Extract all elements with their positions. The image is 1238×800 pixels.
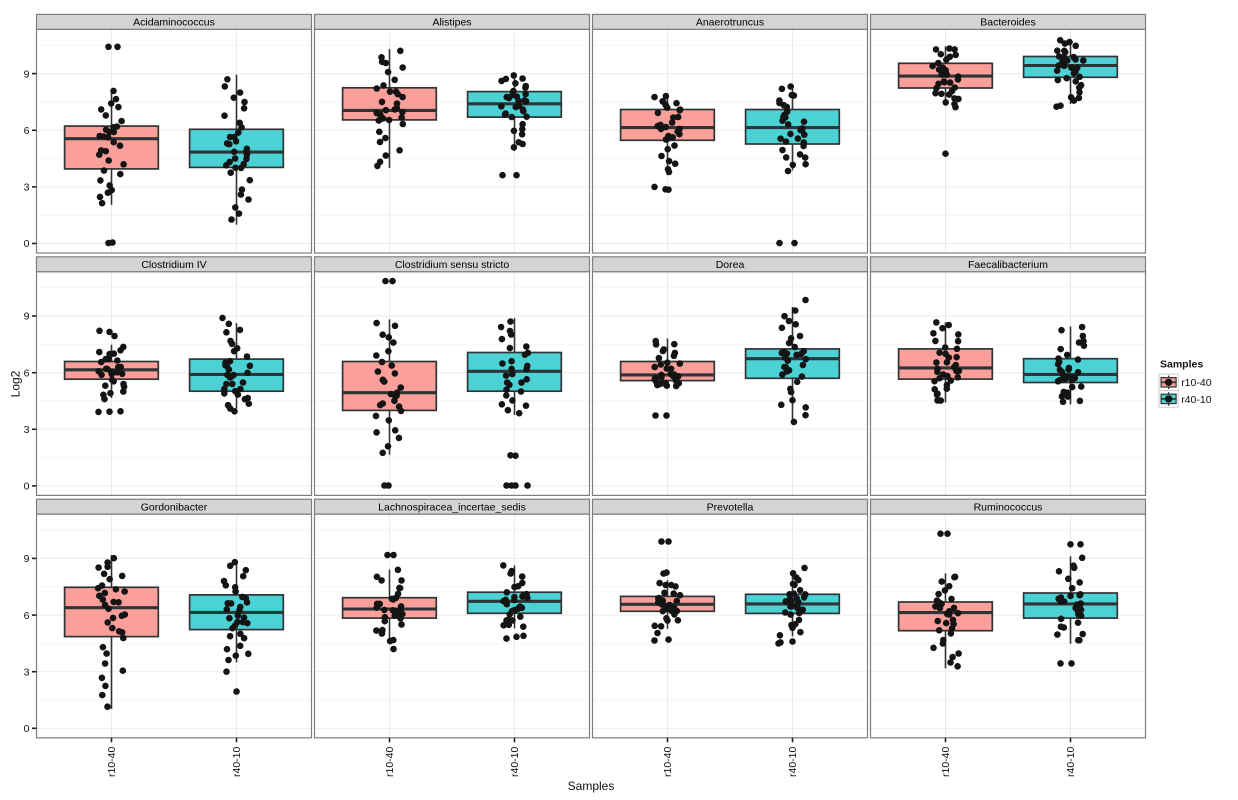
- svg-text:Faecalibacterium: Faecalibacterium: [968, 259, 1048, 271]
- svg-text:r40-10: r40-10: [1065, 746, 1077, 777]
- svg-text:Log2: Log2: [9, 370, 23, 397]
- svg-text:Clostridium sensu stricto: Clostridium sensu stricto: [395, 259, 510, 271]
- svg-text:3: 3: [24, 424, 30, 436]
- svg-text:Prevotella: Prevotella: [707, 501, 754, 513]
- svg-text:r40-10: r40-10: [509, 746, 521, 777]
- svg-text:Samples: Samples: [1160, 358, 1203, 370]
- svg-text:Dorea: Dorea: [716, 259, 745, 271]
- svg-text:Clostridium IV: Clostridium IV: [141, 259, 206, 271]
- svg-text:3: 3: [24, 182, 30, 194]
- svg-text:9: 9: [24, 68, 30, 80]
- svg-text:r10-40: r10-40: [940, 746, 952, 777]
- svg-text:Alistipes: Alistipes: [432, 17, 471, 29]
- svg-text:0: 0: [24, 723, 30, 735]
- svg-text:r40-10: r40-10: [1181, 394, 1212, 406]
- svg-text:r10-40: r10-40: [1181, 377, 1212, 389]
- svg-text:0: 0: [24, 481, 30, 493]
- svg-text:Bacteroides: Bacteroides: [980, 17, 1035, 29]
- svg-text:Acidaminococcus: Acidaminococcus: [133, 17, 215, 29]
- svg-text:9: 9: [24, 553, 30, 565]
- svg-text:6: 6: [24, 367, 30, 379]
- svg-text:Lachnospiracea_incertae_sedis: Lachnospiracea_incertae_sedis: [378, 501, 526, 513]
- svg-text:r40-10: r40-10: [231, 746, 243, 777]
- svg-text:r10-40: r10-40: [106, 746, 118, 777]
- svg-text:6: 6: [24, 125, 30, 137]
- svg-text:Samples: Samples: [568, 779, 615, 793]
- svg-text:r10-40: r10-40: [384, 746, 396, 777]
- svg-text:9: 9: [24, 311, 30, 323]
- svg-text:Ruminococcus: Ruminococcus: [974, 501, 1043, 513]
- svg-text:0: 0: [24, 238, 30, 250]
- svg-text:r40-10: r40-10: [787, 746, 799, 777]
- svg-text:3: 3: [24, 666, 30, 678]
- svg-text:Anaerotruncus: Anaerotruncus: [696, 17, 764, 29]
- svg-text:Gordonibacter: Gordonibacter: [141, 501, 208, 513]
- svg-text:6: 6: [24, 610, 30, 622]
- svg-text:r10-40: r10-40: [662, 746, 674, 777]
